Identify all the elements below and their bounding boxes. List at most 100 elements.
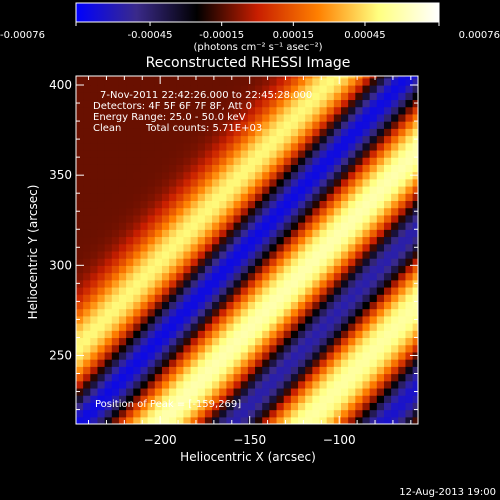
heatmap-cell [348,315,356,324]
heatmap-cell [383,236,392,245]
heatmap-cell [154,207,163,216]
heatmap-cell [83,351,91,360]
heatmap-cell [212,200,220,209]
heatmap-cell [276,373,285,382]
heatmap-cell [355,113,364,122]
heatmap-cell [118,76,127,79]
heatmap-cell [283,214,292,223]
heatmap-cell [226,344,235,353]
heatmap-cell [212,193,220,202]
heatmap-cell [240,258,249,266]
heatmap-cell [326,200,335,209]
heatmap-cell [290,207,299,216]
heatmap-cell [183,279,192,288]
heatmap-cell [169,279,177,288]
heatmap-cell [348,149,356,158]
heatmap-cell [197,366,206,375]
heatmap-cell [391,76,399,79]
heatmap-cell [197,373,206,382]
heatmap-cell [269,85,278,93]
heatmap-cell [104,380,113,389]
heatmap-cell [383,121,392,129]
heatmap-cell [147,200,156,209]
heatmap-cell [326,301,335,310]
heatmap-cell [161,373,170,382]
heatmap-cell [290,135,299,144]
heatmap-cell [197,243,206,252]
heatmap-cell [240,402,249,411]
heatmap-cell [90,351,99,360]
heatmap-cell [212,301,220,310]
heatmap-cell [262,85,270,93]
heatmap-cell [240,373,249,382]
heatmap-cell [118,243,127,252]
heatmap-cell [362,409,371,418]
heatmap-cell [161,222,170,230]
heatmap-cell [283,286,292,295]
heatmap-cell [348,243,356,252]
heatmap-cell [197,402,206,411]
heatmap-cell [362,323,371,331]
heatmap-cell [240,380,249,389]
heatmap-cell [255,207,263,216]
heatmap-cell [169,164,177,173]
heatmap-cell [197,387,206,396]
heatmap-cell [391,265,399,274]
heatmap-cell [111,229,120,238]
heatmap-cell [312,222,321,230]
heatmap-cell [147,279,156,288]
heatmap-cell [190,193,199,202]
heatmap-cell [161,286,170,295]
heatmap-cell [276,279,285,288]
heatmap-cell [255,323,263,331]
heatmap-cell [355,323,364,331]
heatmap-cell [319,315,328,324]
heatmap-cell [76,380,84,389]
heatmap-cell [126,77,134,86]
heatmap-cell [126,250,134,259]
heatmap-cell [283,351,292,360]
heatmap-cell [161,258,170,266]
heatmap-cell [104,272,113,281]
heatmap-cell [176,380,185,389]
heatmap-cell [398,301,407,310]
heatmap-cell [305,149,313,158]
heatmap-cell [176,157,185,165]
heatmap-cell [412,185,418,194]
heatmap-cell [305,272,313,281]
heatmap-cell [197,315,206,324]
heatmap-cell [219,77,228,86]
heatmap-cell [262,279,270,288]
heatmap-cell [283,85,292,93]
heatmap-cell [90,308,99,317]
heatmap-cell [140,142,149,151]
heatmap-cell [298,373,306,382]
heatmap-cell [341,395,349,403]
heatmap-cell [76,294,84,302]
heatmap-cell [255,193,263,202]
heatmap-cell [398,359,407,367]
heatmap-cell [83,337,91,346]
heatmap-cell [383,286,392,295]
heatmap-cell [369,236,378,245]
heatmap-cell [140,330,149,339]
heatmap-cell [118,337,127,346]
heatmap-cell [226,113,235,122]
heatmap-cell [319,77,328,86]
heatmap-cell [183,337,192,346]
heatmap-cell [154,222,163,230]
heatmap-cell [276,207,285,216]
heatmap-cell [262,366,270,375]
heatmap-cell [240,214,249,223]
heatmap-cell [298,135,306,144]
heatmap-cell [405,164,414,173]
footer-date: 12-Aug-2013 19:00 [399,487,496,498]
heatmap-cell [161,128,170,137]
heatmap-cell [126,373,134,382]
heatmap-cell [312,395,321,403]
heatmap-cell [90,121,99,129]
heatmap-cell [391,344,399,353]
heatmap-cell [283,222,292,230]
heatmap-cell [326,395,335,403]
heatmap-cell [262,416,270,424]
